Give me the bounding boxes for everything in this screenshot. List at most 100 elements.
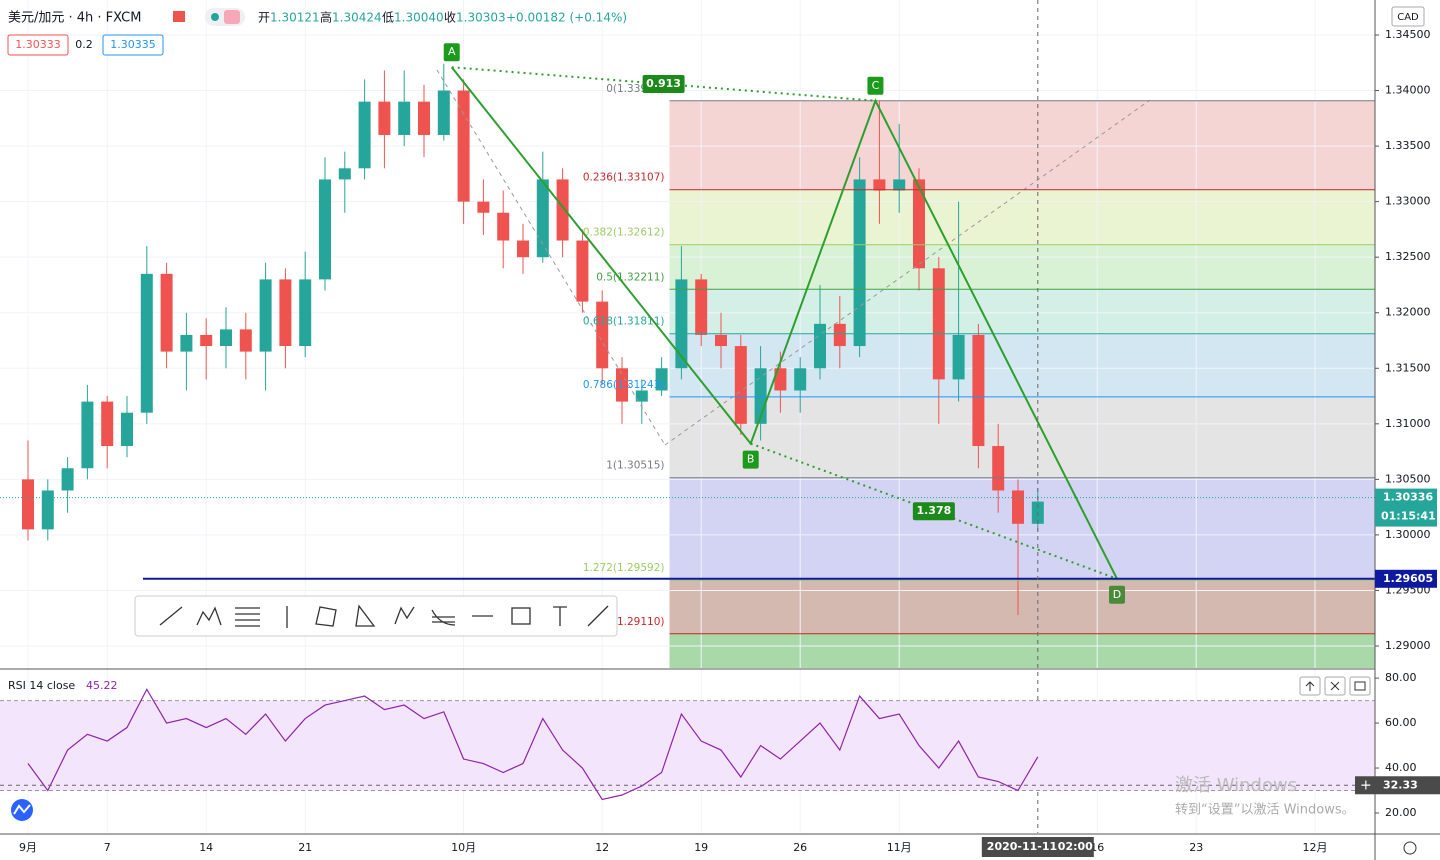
- fib-band: [669, 580, 1375, 634]
- grid-layer: [0, 0, 1375, 833]
- candle-body: [794, 368, 807, 391]
- currency-box[interactable]: [1391, 6, 1425, 27]
- fib-layer: [669, 100, 1375, 668]
- status-dot: [211, 13, 219, 21]
- tool-trend[interactable]: [159, 606, 183, 626]
- tool-fib-fan[interactable]: [431, 609, 456, 626]
- logo-mark: [13, 804, 31, 815]
- y-tick-label: 1.30000: [1385, 528, 1431, 541]
- candle-body: [81, 401, 94, 469]
- pattern-ratio-line: [451, 66, 876, 102]
- quote-label: 收: [444, 11, 456, 25]
- crosshair-value-box: [1355, 776, 1440, 795]
- candle-body: [259, 279, 272, 352]
- trend-line: [664, 99, 1151, 446]
- candle-body: [616, 368, 629, 402]
- fib-label: 0.382(1.32612): [583, 227, 665, 239]
- maximize-button[interactable]: [1349, 676, 1371, 696]
- crosshair-time: 02:00: [1058, 840, 1093, 853]
- tool-xabcd[interactable]: [394, 606, 415, 625]
- ratio-label: 1.378: [916, 504, 951, 517]
- candle-body: [833, 323, 846, 347]
- currency: CAD: [1397, 12, 1419, 23]
- candle-body: [378, 101, 391, 135]
- tool-fib[interactable]: [235, 607, 260, 627]
- crosshair-value: 32.33: [1383, 778, 1418, 791]
- point-box: [867, 76, 884, 95]
- ask-box[interactable]: [102, 34, 164, 56]
- candle-body: [200, 334, 213, 347]
- fib-band: [669, 633, 1375, 668]
- point-box: [1109, 585, 1126, 604]
- candle-body: [853, 179, 866, 347]
- x-tick-label: 9月: [19, 841, 37, 854]
- plus: +: [1360, 777, 1372, 793]
- tool-text[interactable]: [553, 606, 567, 626]
- candle-body: [675, 279, 688, 369]
- candle-body: [695, 279, 708, 335]
- pane-controls: [1299, 676, 1371, 696]
- hline-price-box: [1375, 569, 1437, 588]
- candle-body: [477, 201, 490, 213]
- fib-label: 0.786(1.31243): [583, 379, 665, 391]
- candle-body: [556, 179, 569, 241]
- tool-rect[interactable]: [511, 607, 531, 625]
- y-tick-label: 1.32500: [1385, 250, 1431, 263]
- control-icons: [1305, 681, 1366, 691]
- tool-shape[interactable]: [315, 606, 337, 627]
- y-tick-label: 20.00: [1385, 806, 1417, 819]
- candle-body: [398, 101, 411, 135]
- y-tick-label: 1.30500: [1385, 472, 1431, 485]
- candle-body: [219, 329, 232, 347]
- fib-band: [669, 289, 1375, 334]
- flag-icon[interactable]: [173, 11, 185, 22]
- y-tick-label: 40.00: [1385, 761, 1417, 774]
- candle-body: [734, 346, 747, 424]
- tool-triangle[interactable]: [355, 604, 376, 627]
- candle-body: [992, 446, 1005, 491]
- ratio-box: [642, 74, 685, 93]
- fib-label: 0.618(1.31811): [583, 316, 665, 328]
- candle-body: [41, 490, 54, 530]
- fib-label: 1.272(1.29592): [583, 562, 665, 574]
- pattern-ratio-line: [750, 442, 1118, 580]
- point-box: [443, 43, 460, 62]
- rsi-line: [27, 688, 1039, 801]
- bid-box[interactable]: [7, 34, 69, 56]
- settings-button[interactable]: [1403, 841, 1417, 855]
- candle-body: [536, 179, 549, 258]
- y-tick-label: 1.34000: [1385, 84, 1431, 97]
- fib-band: [669, 396, 1375, 478]
- last-price: 1.30336: [1383, 491, 1433, 504]
- countdown: 01:15:41: [1381, 510, 1436, 523]
- fib-label: 0.236(1.33107): [583, 172, 665, 184]
- x-tick-label: 23: [1189, 841, 1203, 854]
- candle-body: [635, 390, 648, 402]
- candle-body: [120, 412, 133, 447]
- fib-band: [669, 244, 1375, 290]
- x-tick-label: 14: [199, 841, 213, 854]
- trend-line: [436, 69, 666, 446]
- watermark-hint: 转到“设置”以激活 Windows。: [1175, 803, 1355, 818]
- point-box: [742, 450, 759, 469]
- tool-line[interactable]: [587, 605, 609, 627]
- candle-body: [655, 368, 668, 391]
- candle-body: [318, 179, 331, 280]
- quote-value: 1.30121: [270, 11, 320, 25]
- fib-band: [669, 189, 1375, 245]
- y-tick-label: 60.00: [1385, 716, 1417, 729]
- candle-body: [715, 334, 728, 347]
- y-tick-label: 1.29000: [1385, 639, 1431, 652]
- tool-pattern[interactable]: [196, 606, 222, 626]
- fib-label: 0.5(1.32211): [596, 271, 664, 283]
- point-label: B: [747, 453, 755, 466]
- candle-body: [497, 212, 510, 241]
- rsi-last: 45.22: [86, 679, 118, 692]
- y-tick-label: 1.33500: [1385, 139, 1431, 152]
- bid: 1.30333: [15, 38, 61, 51]
- candle-body: [239, 329, 252, 352]
- toolbar: [134, 595, 618, 637]
- quote-value: 1.30303: [456, 11, 506, 25]
- y-tick-label: 1.31000: [1385, 417, 1431, 430]
